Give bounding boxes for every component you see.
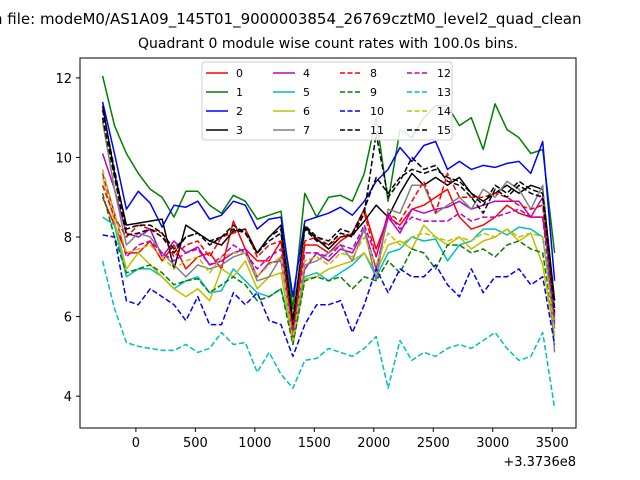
series-line-1 [101,75,556,310]
series-line-10 [102,234,556,358]
x-tick-label: 1000 [238,436,271,451]
series-line-13 [101,260,556,409]
figure-suptitle: n file: modeM0/AS1A09_145T01_9000003854_… [0,10,582,28]
series-line-9 [101,193,556,346]
series-line-8 [101,172,556,330]
legend-label-2: 2 [236,105,243,118]
x-tick-label: 3000 [476,436,509,451]
axes-frame [79,57,577,429]
x-tick-label: 500 [183,436,208,451]
series-line-14 [101,169,556,342]
axis-ticks: 0 500 1000 1500 2000 2500 3000 35004681012+3.37… [55,72,576,470]
y-tick-label: 6 [64,311,72,326]
x-tick-label: 2500 [417,436,450,451]
series-line-12 [101,173,556,338]
series-line-7 [101,121,556,353]
legend-label-1: 1 [236,86,243,99]
legend-label-14: 14 [437,105,451,118]
x-tick-label: 2000 [357,436,390,451]
series-line-15 [101,109,556,322]
chart-title: Quadrant 0 module wise count rates with … [138,36,518,52]
legend-label-12: 12 [437,67,451,80]
legend-label-0: 0 [236,67,243,80]
legend-label-13: 13 [437,86,451,99]
legend-label-9: 9 [370,86,377,99]
legend-box [201,61,453,141]
legend-label-11: 11 [370,124,384,137]
x-tick-label: 3500 [536,436,569,451]
legend-label-8: 8 [370,67,377,80]
legend-label-6: 6 [303,105,310,118]
legend-label-3: 3 [236,124,243,137]
x-axis-offset-label: +3.3736e8 [503,455,576,470]
y-tick-label: 10 [55,151,72,166]
legend-label-4: 4 [303,67,310,80]
x-tick-label: 0 [132,436,140,451]
series-line-6 [101,177,556,346]
legend-label-7: 7 [303,124,310,137]
x-tick-label: 1500 [298,436,331,451]
y-tick-label: 12 [55,72,72,87]
y-tick-label: 4 [64,390,72,405]
y-tick-label: 8 [64,231,72,246]
legend-label-15: 15 [437,124,451,137]
legend-label-5: 5 [303,86,310,99]
legend-label-10: 10 [370,105,384,118]
plot-lines [101,75,556,409]
series-line-3 [101,105,556,322]
series-line-11 [101,117,556,326]
series-line-2 [101,101,556,298]
